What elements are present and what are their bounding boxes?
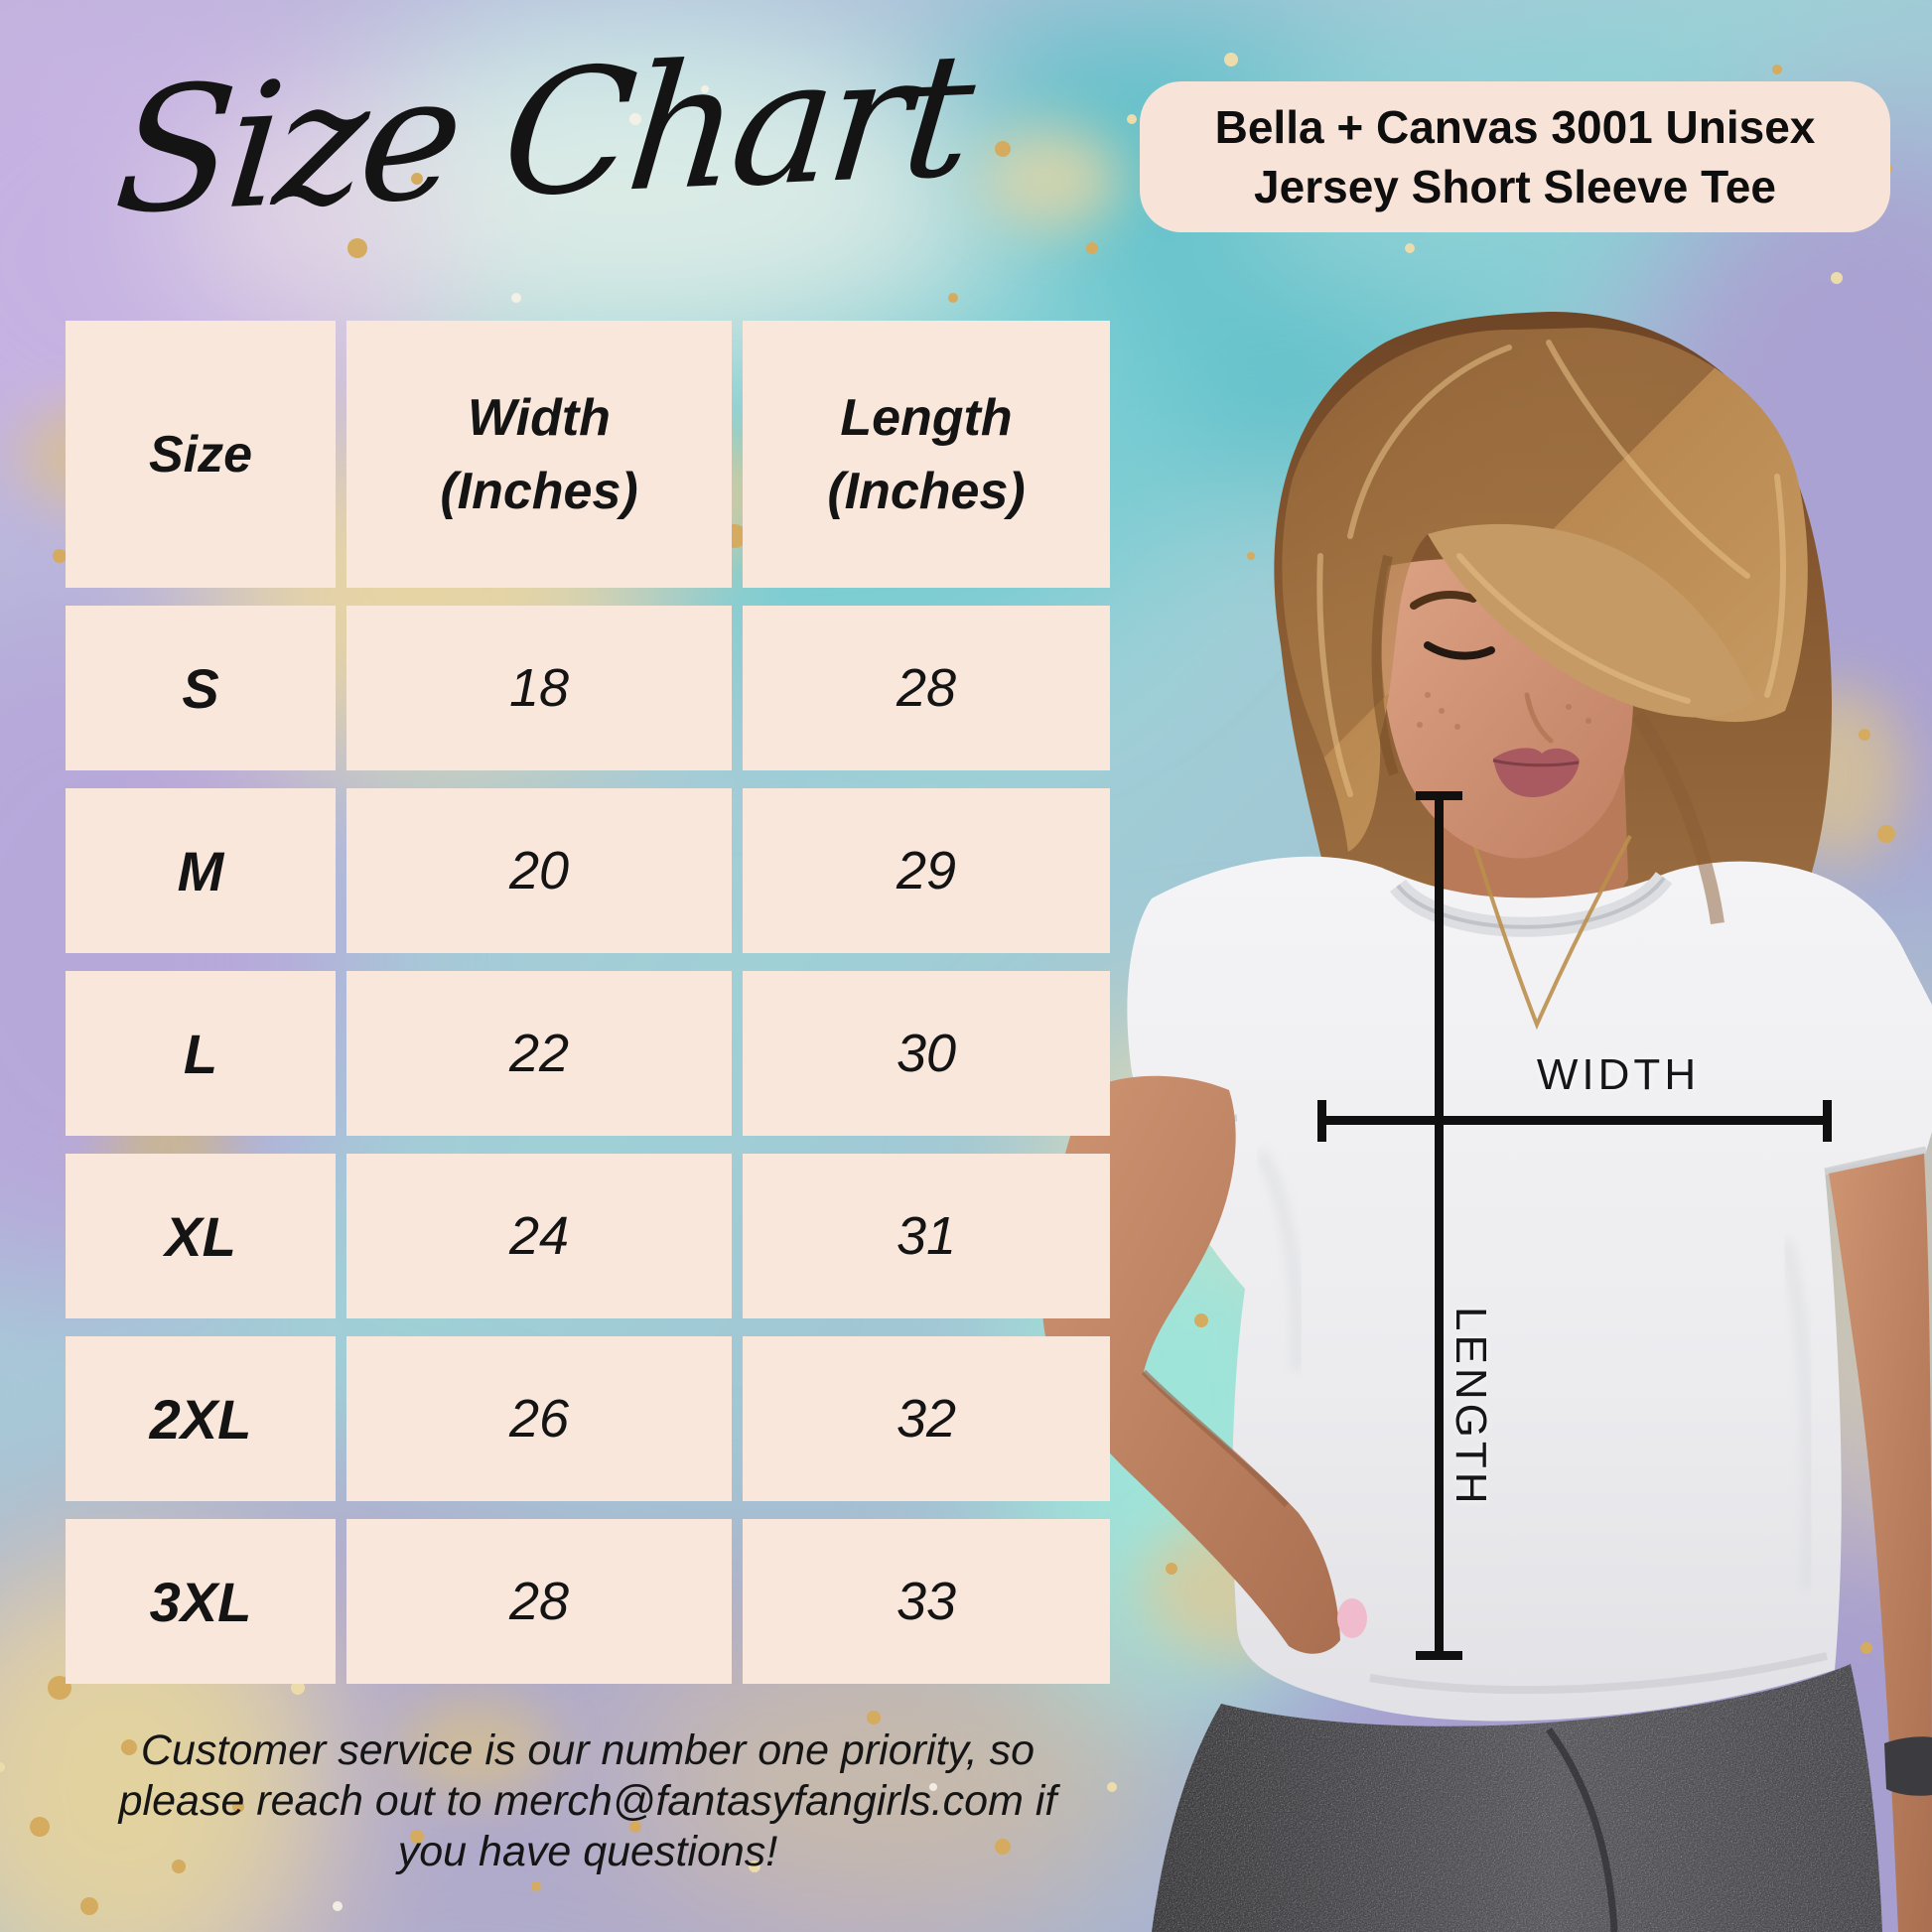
- hair-bang: [1428, 523, 1755, 718]
- width-measure-cap-left: [1317, 1100, 1326, 1142]
- width-label: WIDTH: [1536, 1050, 1701, 1099]
- eyebrow: [1410, 591, 1477, 610]
- necklace: [1459, 801, 1632, 1031]
- product-badge: Bella + Canvas 3001 Unisex Jersey Short …: [1140, 81, 1890, 232]
- length-measure-line: [1435, 794, 1444, 1657]
- thumb-nail: [1337, 1598, 1367, 1638]
- size-value: M: [66, 788, 336, 953]
- length-value: 31: [743, 1154, 1110, 1318]
- page-title: Size Chart: [107, 14, 977, 253]
- size-value: XL: [66, 1154, 336, 1318]
- nose: [1524, 692, 1554, 744]
- length-value: 30: [743, 971, 1110, 1136]
- product-badge-line2: Jersey Short Sleeve Tee: [1254, 161, 1776, 212]
- length-value: 29: [743, 788, 1110, 953]
- length-measure-cap-top: [1416, 791, 1462, 800]
- width-value: 20: [346, 788, 732, 953]
- width-measure-cap-right: [1823, 1100, 1832, 1142]
- note-line: Customer service is our number one prior…: [140, 1726, 1035, 1774]
- customer-service-note: Customer service is our number one prior…: [66, 1725, 1110, 1877]
- size-value: 3XL: [66, 1519, 336, 1684]
- length-label: LENGTH: [1447, 1307, 1495, 1508]
- jeans: [1152, 1664, 1882, 1932]
- width-measure-line: [1321, 1116, 1832, 1125]
- width-value: 28: [346, 1519, 732, 1684]
- width-value: 18: [346, 606, 732, 770]
- left-arm: [1041, 1075, 1340, 1654]
- size-value: L: [66, 971, 336, 1136]
- width-value: 22: [346, 971, 732, 1136]
- length-value: 33: [743, 1519, 1110, 1684]
- size-table: Size Width (Inches) Length (Inches) S 18…: [66, 321, 1110, 1684]
- size-value: S: [66, 606, 336, 770]
- header-length: Length (Inches): [743, 321, 1110, 588]
- length-value: 32: [743, 1336, 1110, 1501]
- closed-eye: [1424, 641, 1495, 660]
- note-line: please reach out to merch@fantasyfangirl…: [118, 1777, 1057, 1825]
- header-size: Size: [66, 321, 336, 588]
- tshirt: [1127, 856, 1932, 1722]
- width-value: 26: [346, 1336, 732, 1501]
- size-value: 2XL: [66, 1336, 336, 1501]
- watch: [1884, 1736, 1932, 1796]
- right-arm: [1829, 1154, 1932, 1932]
- lips: [1493, 748, 1580, 798]
- note-line: you have questions!: [397, 1828, 778, 1875]
- width-value: 24: [346, 1154, 732, 1318]
- length-value: 28: [743, 606, 1110, 770]
- product-badge-line1: Bella + Canvas 3001 Unisex: [1214, 101, 1816, 153]
- header-width: Width (Inches): [346, 321, 732, 588]
- length-measure-cap-bottom: [1416, 1651, 1462, 1660]
